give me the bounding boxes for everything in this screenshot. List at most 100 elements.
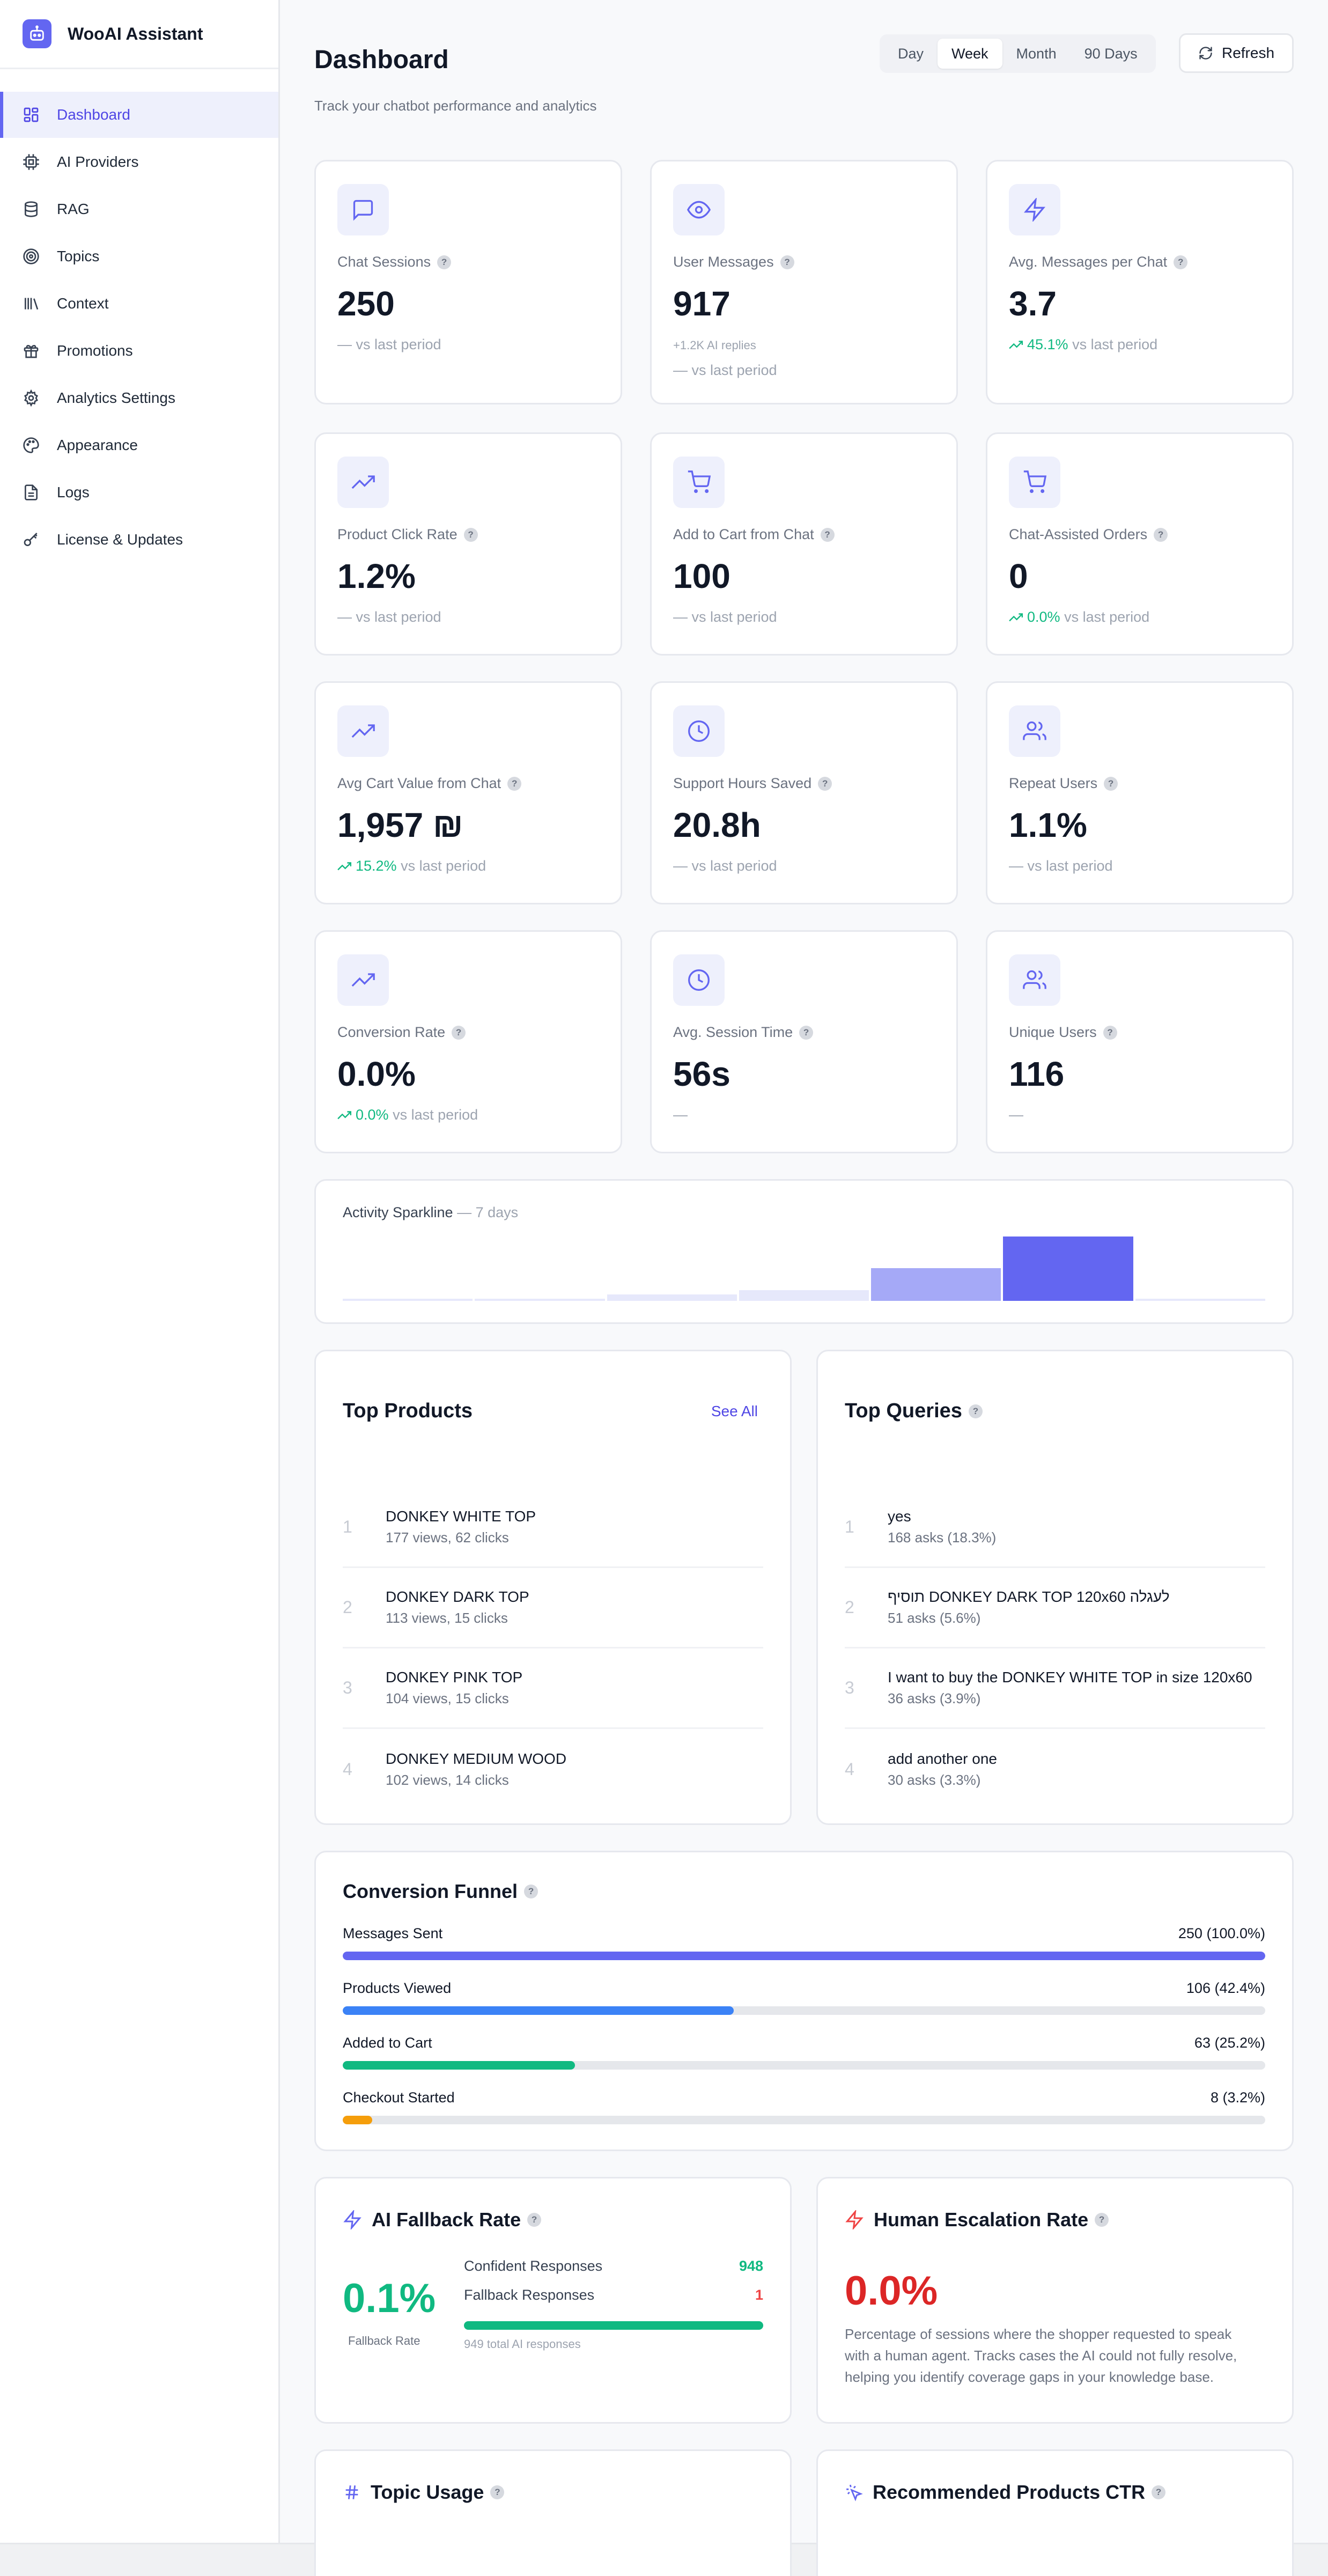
list-item[interactable]: 3 DONKEY PINK TOP 104 views, 15 clicks: [343, 1648, 763, 1729]
trending-up-icon: [337, 1110, 351, 1119]
metric-label: Product Click Rate?: [337, 526, 478, 543]
sidebar-item-label: Topics: [57, 248, 100, 264]
topic-usage-title: Topic Usage?: [343, 2481, 505, 2504]
help-icon[interactable]: ?: [1152, 2485, 1166, 2499]
sidebar-item-context[interactable]: Context: [0, 281, 278, 327]
query-stats: 30 asks (3.3%): [888, 1771, 981, 1788]
ai-fallback-card: AI Fallback Rate? 0.1% Fallback Rate Con…: [314, 2177, 792, 2424]
metric-label-text: Avg Cart Value from Chat: [337, 775, 501, 791]
library-icon: [21, 294, 41, 313]
metric-label-text: Unique Users: [1009, 1024, 1097, 1040]
brand[interactable]: WooAI Assistant: [0, 0, 278, 69]
metric-trend: 45.1% vs last period: [1009, 336, 1157, 353]
cart-icon: [673, 457, 725, 508]
metric-value: 3.7: [1009, 284, 1057, 323]
query-text: תוסיף DONKEY DARK TOP 120x60 לעגלה: [888, 1588, 1170, 1605]
sidebar-item-license-updates[interactable]: License & Updates: [0, 517, 278, 563]
list-item[interactable]: 2 תוסיף DONKEY DARK TOP 120x60 לעגלה 51 as…: [845, 1568, 1265, 1648]
confidence-bar: [464, 2321, 763, 2330]
sidebar-item-dashboard[interactable]: Dashboard: [0, 92, 278, 138]
metric-trend: — vs last period: [673, 858, 777, 874]
range-tab-week[interactable]: Week: [938, 39, 1002, 69]
clock-icon: [673, 954, 725, 1006]
list-item[interactable]: 2 DONKEY DARK TOP 113 views, 15 clicks: [343, 1568, 763, 1648]
confident-row: Confident Responses 948: [464, 2258, 763, 2287]
range-tab-90-days[interactable]: 90 Days: [1084, 45, 1138, 62]
metric-trend: — vs last period: [673, 362, 777, 378]
trend-up: 15.2%: [337, 858, 397, 874]
help-icon[interactable]: ?: [507, 776, 522, 791]
help-icon[interactable]: ?: [820, 527, 835, 542]
metric-value: 917: [673, 284, 731, 323]
sparkline-title-text: Activity Sparkline: [343, 1204, 453, 1220]
funnel-step-value: 250 (100.0%): [1178, 1925, 1265, 1941]
funnel-step-label: Products Viewed: [343, 1980, 452, 1996]
trending-up-icon: [337, 457, 389, 508]
metric-value: 250: [337, 284, 395, 323]
refresh-label: Refresh: [1221, 45, 1275, 61]
recommended-ctr-title-text: Recommended Products CTR: [873, 2481, 1146, 2503]
lightning-icon: [1009, 184, 1060, 235]
product-name: DONKEY PINK TOP: [386, 1669, 523, 1686]
trend-text: vs last period: [1072, 336, 1158, 352]
help-icon[interactable]: ?: [1095, 2213, 1109, 2227]
metric-value: 20.8h: [673, 806, 761, 844]
metric-value: 100: [673, 557, 731, 595]
sidebar-item-analytics-settings[interactable]: Analytics Settings: [0, 375, 278, 421]
help-icon[interactable]: ?: [437, 255, 452, 269]
trend-text: vs last period: [401, 858, 486, 874]
top-queries-list: 1 yes 168 asks (18.3%) 2 תוסיף DONKEY DARK …: [845, 1488, 1265, 1809]
funnel-step: Added to Cart 63 (25.2%): [343, 2035, 1265, 2089]
help-icon[interactable]: ?: [452, 1025, 466, 1040]
funnel-step-label: Added to Cart: [343, 2035, 432, 2051]
list-item[interactable]: 4 add another one 30 asks (3.3%): [845, 1729, 1265, 1809]
help-icon[interactable]: ?: [524, 1885, 538, 1898]
help-icon[interactable]: ?: [968, 1404, 983, 1418]
product-name: DONKEY DARK TOP: [386, 1588, 529, 1605]
funnel-track: [343, 2006, 1265, 2015]
help-icon[interactable]: ?: [818, 776, 832, 791]
human-escalation-card: Human Escalation Rate? 0.0% Percentage o…: [816, 2177, 1294, 2424]
see-all-link[interactable]: See All: [711, 1403, 758, 1419]
metric-label-text: Conversion Rate: [337, 1024, 446, 1040]
help-icon[interactable]: ?: [1103, 1025, 1117, 1040]
rank: 1: [343, 1517, 352, 1536]
range-tab-day[interactable]: Day: [898, 45, 924, 62]
metric-trend: —: [1009, 1107, 1023, 1123]
funnel-step-value: 8 (3.2%): [1210, 2089, 1265, 2106]
sidebar-item-appearance[interactable]: Appearance: [0, 422, 278, 468]
sparkline-bar: [871, 1268, 1001, 1301]
sparkline-bar: [739, 1290, 869, 1301]
sidebar-item-label: AI Providers: [57, 153, 139, 170]
help-icon[interactable]: ?: [463, 527, 478, 542]
help-icon[interactable]: ?: [799, 1025, 814, 1040]
list-item[interactable]: 1 yes 168 asks (18.3%): [845, 1488, 1265, 1568]
list-item[interactable]: 3 I want to buy the DONKEY WHITE TOP in s…: [845, 1648, 1265, 1729]
refresh-button[interactable]: Refresh: [1179, 33, 1294, 73]
sidebar-item-topics[interactable]: Topics: [0, 233, 278, 279]
metric-label-text: User Messages: [673, 254, 774, 270]
help-icon[interactable]: ?: [1174, 255, 1188, 269]
sidebar-item-logs[interactable]: Logs: [0, 469, 278, 516]
page-subtitle: Track your chatbot performance and analy…: [314, 98, 597, 114]
eye-icon: [673, 184, 725, 235]
help-icon[interactable]: ?: [1104, 776, 1118, 791]
ai-fallback-title: AI Fallback Rate?: [343, 2209, 542, 2231]
list-item[interactable]: 1 DONKEY WHITE TOP 177 views, 62 clicks: [343, 1488, 763, 1568]
top-queries-title-text: Top Queries: [845, 1400, 962, 1422]
sidebar-item-ai-providers[interactable]: AI Providers: [0, 139, 278, 185]
top-queries-card: Top Queries? 1 yes 168 asks (18.3%) 2 תוסיף…: [816, 1350, 1294, 1825]
escalation-title-text: Human Escalation Rate: [874, 2209, 1089, 2231]
metric-label: Avg Cart Value from Chat?: [337, 775, 522, 792]
range-tab-month[interactable]: Month: [1016, 45, 1057, 62]
help-icon[interactable]: ?: [1154, 527, 1168, 542]
help-icon[interactable]: ?: [527, 2213, 542, 2227]
sidebar-item-promotions[interactable]: Promotions: [0, 328, 278, 374]
confident-label: Confident Responses: [464, 2258, 603, 2274]
sparkline-bar: [343, 1299, 473, 1301]
help-icon[interactable]: ?: [490, 2485, 505, 2499]
help-icon[interactable]: ?: [780, 255, 794, 269]
list-item[interactable]: 4 DONKEY MEDIUM WOOD 102 views, 14 clicks: [343, 1729, 763, 1809]
recommended-ctr-title: Recommended Products CTR?: [845, 2481, 1166, 2504]
sidebar-item-rag[interactable]: RAG: [0, 186, 278, 232]
